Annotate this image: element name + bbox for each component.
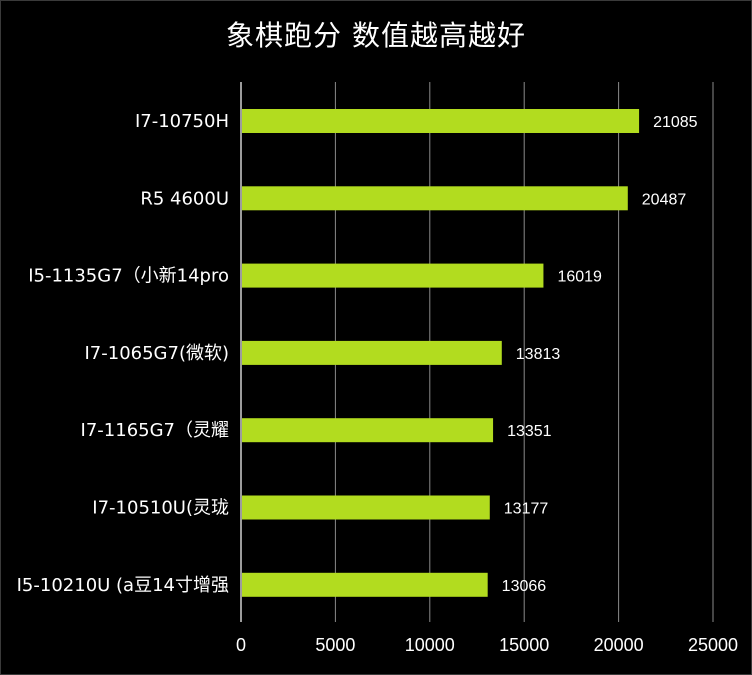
- x-tick-label: 20000: [594, 635, 644, 655]
- x-tick-label: 10000: [405, 635, 455, 655]
- bar: [242, 109, 640, 133]
- category-label: R5 4600U: [140, 188, 229, 209]
- data-label: 13351: [507, 423, 552, 440]
- category-label: I5-10210U (a豆14寸增强: [17, 575, 229, 596]
- x-tick-label: 5000: [315, 635, 355, 655]
- bar: [242, 186, 628, 211]
- category-label: I7-1065G7(微软): [84, 343, 229, 364]
- bar: [242, 495, 490, 520]
- data-label: 21085: [653, 114, 698, 131]
- data-label: 13177: [504, 501, 549, 518]
- data-label: 20487: [642, 191, 687, 208]
- data-label: 13066: [502, 578, 547, 595]
- data-label: 16019: [557, 269, 602, 286]
- bar: [242, 263, 544, 288]
- bar: [242, 340, 502, 365]
- x-tick-label: 25000: [688, 635, 738, 655]
- category-label: I7-10510U(灵珑: [92, 498, 229, 519]
- x-tick-label: 15000: [499, 635, 549, 655]
- category-label: I7-10750H: [135, 111, 229, 132]
- bar: [242, 572, 488, 597]
- category-label: I7-1165G7（灵耀: [81, 420, 229, 441]
- category-label: I5-1135G7（小新14pro: [28, 266, 229, 287]
- data-label: 13813: [516, 346, 561, 363]
- bar: [242, 418, 494, 443]
- chart-title: 象棋跑分 数值越高越好: [226, 19, 526, 52]
- x-tick-label: 0: [236, 635, 246, 655]
